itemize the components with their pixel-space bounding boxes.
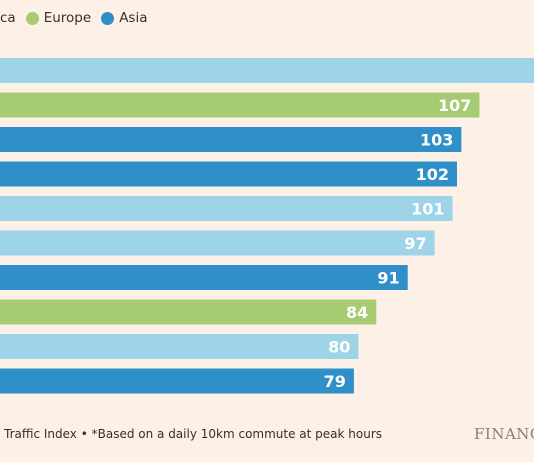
bar-1 (0, 58, 534, 83)
legend-swatch (25, 11, 39, 25)
bar-7 (0, 265, 408, 290)
legend-item-europe: Europe (25, 10, 92, 26)
bar-value-label: 91 (377, 269, 399, 288)
bar-value-label: 103 (420, 131, 453, 150)
bar-8 (0, 299, 377, 325)
bar-value-label: 79 (324, 372, 346, 391)
bar-value-label: 107 (438, 96, 471, 115)
bar-value-label: 101 (411, 200, 444, 219)
bar-6 (0, 230, 435, 256)
legend: ca Europe Asia (0, 8, 147, 28)
bar-3 (0, 127, 462, 152)
bar-9 (0, 334, 359, 359)
bar-2 (0, 92, 480, 118)
bar-4 (0, 161, 457, 187)
bar-value-label: 84 (346, 303, 368, 322)
legend-item-ca: ca (0, 10, 16, 26)
bar-value-label: 97 (404, 234, 426, 253)
bar-10 (0, 368, 354, 394)
legend-label: Asia (119, 10, 148, 26)
legend-swatch (101, 11, 115, 25)
publisher-logo: FINANC (474, 425, 534, 443)
chart-footnote: Traffic Index • *Based on a daily 10km c… (4, 427, 383, 441)
bar-value-label: 80 (328, 338, 350, 357)
legend-label: Europe (43, 10, 92, 26)
bar-value-label: 102 (416, 165, 449, 184)
legend-item-asia: Asia (101, 10, 147, 26)
legend-label: ca (0, 10, 16, 26)
bar-5 (0, 196, 453, 221)
